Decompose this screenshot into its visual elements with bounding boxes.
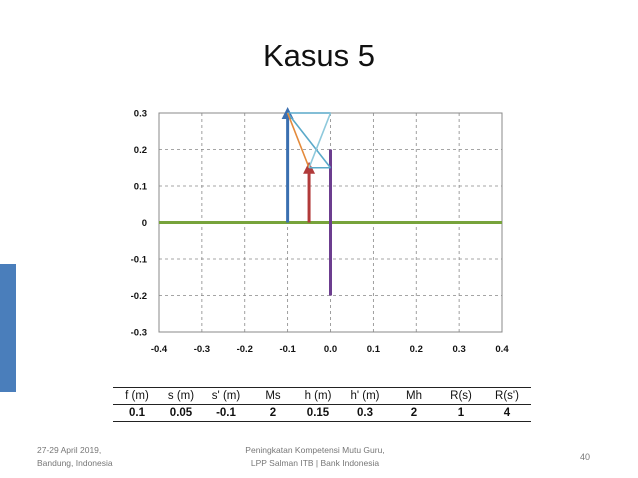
table-header-cell: s (m) — [161, 387, 201, 405]
table-value-cell: 4 — [483, 404, 531, 422]
table-header-cell: h' (m) — [341, 387, 389, 405]
slide-title: Kasus 5 — [262, 38, 375, 73]
footer-organizer-line1: Peningkatan Kompetensi Mutu Guru, — [245, 445, 385, 455]
x-tick-label: 0.4 — [495, 344, 509, 355]
x-tick-label: 0.1 — [367, 344, 381, 355]
table-value-cell: 0.05 — [161, 404, 201, 422]
footer-organizer: Peningkatan Kompetensi Mutu Guru, LPP Sa… — [200, 444, 430, 470]
table-value-row: 0.1 0.05 -0.1 2 0.15 0.3 2 1 4 — [113, 404, 531, 422]
table-value-cell: -0.1 — [201, 404, 251, 422]
table-value-cell: 2 — [389, 404, 439, 422]
table-header-cell: Ms — [251, 387, 295, 405]
table-header-cell: Mh — [389, 387, 439, 405]
page-number: 40 — [580, 452, 591, 462]
footer-date: 27-29 April 2019, Bandung, Indonesia — [37, 444, 113, 470]
table-header-cell: R(s) — [439, 387, 483, 405]
ray-line — [286, 112, 310, 169]
ray-line — [308, 112, 332, 169]
x-tick-label: -0.3 — [194, 344, 210, 355]
y-tick-label: 0.1 — [134, 182, 148, 193]
y-tick-label: 0.3 — [134, 109, 147, 120]
table-header-cell: h (m) — [295, 387, 341, 405]
x-tick-label: -0.4 — [151, 344, 168, 355]
optics-chart: -0.4 -0.3 -0.2 -0.1 0.0 0.1 0.2 0.3 0.4 0.3 0.2 0.1… — [131, 107, 509, 355]
footer-organizer-line2: LPP Salman ITB | Bank Indonesia — [250, 458, 380, 468]
x-tick-label: 0.2 — [410, 344, 423, 355]
table-value-cell: 1 — [439, 404, 483, 422]
table-value-cell: 0.15 — [295, 404, 341, 422]
x-tick-label: 0.0 — [324, 344, 337, 355]
table-header-cell: f (m) — [113, 387, 161, 405]
table-value-cell: 2 — [251, 404, 295, 422]
y-tick-label: -0.2 — [131, 291, 147, 302]
table-header-cell: R(s') — [483, 387, 531, 405]
table-value-cell: 0.1 — [113, 404, 161, 422]
parameter-table: f (m) s (m) s' (m) Ms h (m) h' (m) Mh R(s) R(s')… — [113, 387, 531, 422]
y-tick-label: -0.1 — [131, 255, 148, 266]
y-tick-label: 0.2 — [134, 145, 147, 156]
accent-bar — [0, 264, 16, 392]
footer-date-line2: Bandung, Indonesia — [37, 458, 113, 468]
ray-line — [286, 112, 332, 169]
x-tick-label: -0.2 — [237, 344, 253, 355]
y-tick-label: 0 — [142, 218, 147, 229]
table-header-row: f (m) s (m) s' (m) Ms h (m) h' (m) Mh R(s) R(s') — [113, 387, 531, 405]
table-header-cell: s' (m) — [201, 387, 251, 405]
table-value-cell: 0.3 — [341, 404, 389, 422]
y-tick-label: -0.3 — [131, 328, 147, 339]
x-tick-label: -0.1 — [279, 344, 296, 355]
x-tick-label: 0.3 — [453, 344, 466, 355]
footer-date-line1: 27-29 April 2019, — [37, 445, 102, 455]
